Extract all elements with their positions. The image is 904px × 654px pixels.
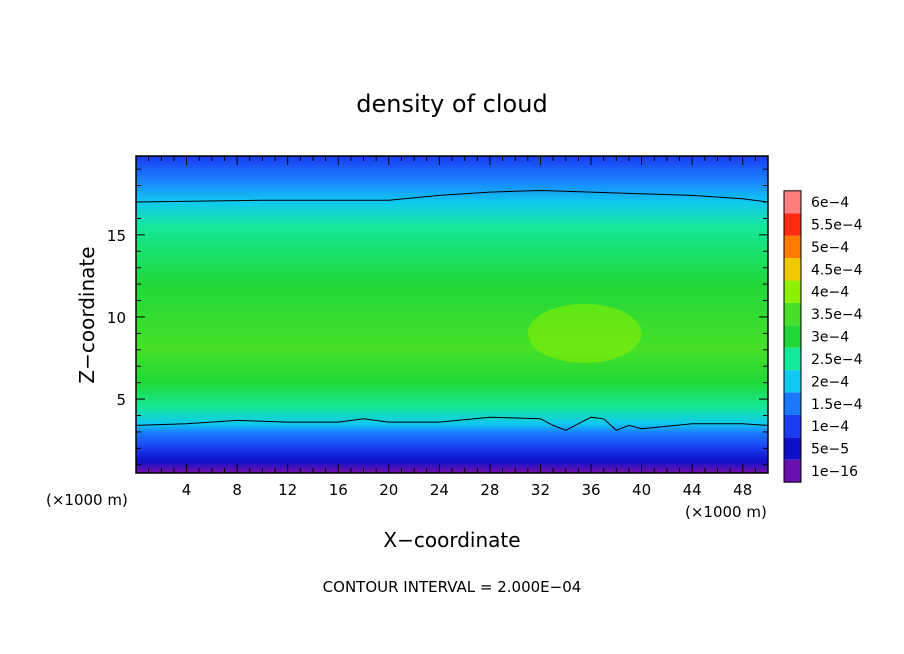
colorbar-label: 1.5e−4 bbox=[811, 397, 863, 413]
colorbar-label: 6e−4 bbox=[811, 195, 849, 211]
colorbar-label: 4.5e−4 bbox=[811, 262, 863, 278]
colorbar-frame bbox=[783, 190, 802, 483]
y-axis: 5 10 15 bbox=[107, 168, 768, 466]
colorbar-label: 1e−4 bbox=[811, 419, 849, 435]
colorbar-label: 5e−5 bbox=[811, 442, 849, 458]
colorbar-label: 3.5e−4 bbox=[811, 307, 863, 323]
x-tick-label: 8 bbox=[232, 481, 242, 499]
x-tick-label: 28 bbox=[480, 481, 499, 499]
field-maximum-region bbox=[527, 303, 642, 363]
x-tick-label: 44 bbox=[683, 481, 702, 499]
colorbar-swatch bbox=[784, 325, 801, 348]
colorbar-swatch bbox=[784, 414, 801, 438]
contour-line-1 bbox=[136, 189, 768, 203]
chart-title: density of cloud bbox=[356, 90, 547, 118]
x-tick-label: 16 bbox=[329, 481, 348, 499]
x-tick-label: 4 bbox=[182, 481, 192, 499]
colorbar-label: 3e−4 bbox=[811, 330, 849, 346]
colorbar-swatch bbox=[784, 280, 801, 303]
x-tick-label: 36 bbox=[581, 481, 600, 499]
colorbar-swatch bbox=[784, 347, 801, 371]
x-tick-label: 32 bbox=[531, 481, 550, 499]
colorbar-swatch bbox=[784, 437, 801, 460]
x-tick-label: 24 bbox=[430, 481, 449, 499]
contour-line-2 bbox=[136, 416, 768, 431]
contour-interval-note: CONTOUR INTERVAL = 2.000E−04 bbox=[323, 578, 582, 596]
colorbar-swatch bbox=[784, 392, 801, 415]
x-unit-left: (×1000 m) bbox=[46, 491, 128, 509]
x-tick-label: 12 bbox=[278, 481, 297, 499]
x-tick-label: 20 bbox=[379, 481, 398, 499]
x-tick-label: 48 bbox=[733, 481, 752, 499]
colorbar-swatch bbox=[784, 213, 801, 236]
colorbar-swatch bbox=[784, 258, 801, 281]
y-tick-label: 5 bbox=[116, 391, 126, 409]
colorbar-label: 2e−4 bbox=[811, 374, 849, 390]
x-axis: 4 8 12 16 20 24 28 32 36 40 44 48 bbox=[148, 156, 756, 499]
colorbar-swatch bbox=[784, 235, 801, 259]
x-axis-label: X−coordinate bbox=[383, 528, 520, 552]
x-tick-label: 40 bbox=[632, 481, 651, 499]
y-axis-label: Z−coordinate bbox=[75, 246, 99, 383]
colorbar-label: 5e−4 bbox=[811, 240, 849, 256]
colorbar-swatch bbox=[784, 459, 801, 483]
colorbar-swatch bbox=[784, 190, 801, 214]
colorbar-label: 1e−16 bbox=[811, 464, 858, 480]
x-unit-right: (×1000 m) bbox=[685, 503, 767, 521]
colorbar: 1e−16 5e−5 1e−4 1.5e−4 2e−4 2.5e−4 3e−4 3.5e−4 4… bbox=[783, 190, 863, 483]
y-tick-label: 10 bbox=[107, 309, 126, 327]
colorbar-label: 4e−4 bbox=[811, 285, 849, 301]
colorbar-label: 2.5e−4 bbox=[811, 352, 863, 368]
colorbar-label: 5.5e−4 bbox=[811, 217, 863, 233]
y-tick-label: 15 bbox=[107, 227, 126, 245]
colorbar-swatch bbox=[784, 302, 801, 326]
colorbar-swatch bbox=[784, 370, 801, 393]
plot-area bbox=[136, 156, 768, 473]
